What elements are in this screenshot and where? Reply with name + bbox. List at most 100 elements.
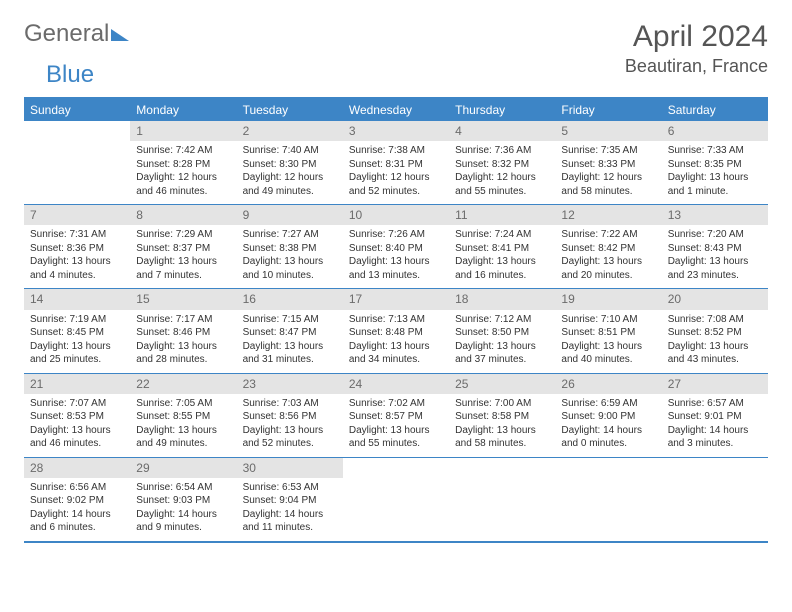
day-number: 28 [24, 458, 130, 478]
sunrise-text: Sunrise: 7:36 AM [455, 144, 549, 158]
day-number: 24 [343, 374, 449, 394]
daylight-text: Daylight: 12 hours and 58 minutes. [561, 171, 655, 198]
day-number: 25 [449, 374, 555, 394]
day-cell: 9Sunrise: 7:27 AMSunset: 8:38 PMDaylight… [237, 205, 343, 288]
day-cell: 10Sunrise: 7:26 AMSunset: 8:40 PMDayligh… [343, 205, 449, 288]
sunrise-text: Sunrise: 7:17 AM [136, 313, 230, 327]
day-number: 21 [24, 374, 130, 394]
day-number: 8 [130, 205, 236, 225]
day-details: Sunrise: 7:15 AMSunset: 8:47 PMDaylight:… [237, 310, 343, 373]
daylight-text: Daylight: 14 hours and 9 minutes. [136, 508, 230, 535]
sunset-text: Sunset: 8:30 PM [243, 158, 337, 172]
day-cell: 3Sunrise: 7:38 AMSunset: 8:31 PMDaylight… [343, 121, 449, 204]
week-row: 21Sunrise: 7:07 AMSunset: 8:53 PMDayligh… [24, 374, 768, 458]
sunset-text: Sunset: 8:46 PM [136, 326, 230, 340]
sunset-text: Sunset: 9:02 PM [30, 494, 124, 508]
day-details: Sunrise: 6:56 AMSunset: 9:02 PMDaylight:… [24, 478, 130, 541]
day-details: Sunrise: 7:13 AMSunset: 8:48 PMDaylight:… [343, 310, 449, 373]
day-details: Sunrise: 7:10 AMSunset: 8:51 PMDaylight:… [555, 310, 661, 373]
daylight-text: Daylight: 13 hours and 25 minutes. [30, 340, 124, 367]
page-title: April 2024 [625, 20, 768, 54]
day-number: 20 [662, 289, 768, 309]
day-cell [662, 458, 768, 541]
day-number: 15 [130, 289, 236, 309]
daylight-text: Daylight: 13 hours and 40 minutes. [561, 340, 655, 367]
sunrise-text: Sunrise: 7:33 AM [668, 144, 762, 158]
daylight-text: Daylight: 13 hours and 37 minutes. [455, 340, 549, 367]
day-number: 16 [237, 289, 343, 309]
day-details: Sunrise: 7:03 AMSunset: 8:56 PMDaylight:… [237, 394, 343, 457]
sunset-text: Sunset: 8:50 PM [455, 326, 549, 340]
day-details: Sunrise: 7:42 AMSunset: 8:28 PMDaylight:… [130, 141, 236, 204]
day-details: Sunrise: 7:38 AMSunset: 8:31 PMDaylight:… [343, 141, 449, 204]
day-details: Sunrise: 7:19 AMSunset: 8:45 PMDaylight:… [24, 310, 130, 373]
sunrise-text: Sunrise: 7:24 AM [455, 228, 549, 242]
day-number: 22 [130, 374, 236, 394]
daylight-text: Daylight: 13 hours and 20 minutes. [561, 255, 655, 282]
sunset-text: Sunset: 8:57 PM [349, 410, 443, 424]
day-details: Sunrise: 7:24 AMSunset: 8:41 PMDaylight:… [449, 225, 555, 288]
header-thursday: Thursday [449, 99, 555, 121]
day-number: 1 [130, 121, 236, 141]
day-number: 11 [449, 205, 555, 225]
daylight-text: Daylight: 13 hours and 13 minutes. [349, 255, 443, 282]
sunset-text: Sunset: 8:36 PM [30, 242, 124, 256]
sunrise-text: Sunrise: 7:02 AM [349, 397, 443, 411]
sunrise-text: Sunrise: 6:57 AM [668, 397, 762, 411]
day-cell: 20Sunrise: 7:08 AMSunset: 8:52 PMDayligh… [662, 289, 768, 372]
day-cell: 12Sunrise: 7:22 AMSunset: 8:42 PMDayligh… [555, 205, 661, 288]
day-number: 7 [24, 205, 130, 225]
day-number: 13 [662, 205, 768, 225]
day-number: 29 [130, 458, 236, 478]
day-cell: 11Sunrise: 7:24 AMSunset: 8:41 PMDayligh… [449, 205, 555, 288]
sunset-text: Sunset: 8:56 PM [243, 410, 337, 424]
week-row: 7Sunrise: 7:31 AMSunset: 8:36 PMDaylight… [24, 205, 768, 289]
logo: General [24, 20, 129, 48]
day-cell: 18Sunrise: 7:12 AMSunset: 8:50 PMDayligh… [449, 289, 555, 372]
day-number: 30 [237, 458, 343, 478]
sunrise-text: Sunrise: 7:19 AM [30, 313, 124, 327]
day-cell: 27Sunrise: 6:57 AMSunset: 9:01 PMDayligh… [662, 374, 768, 457]
daylight-text: Daylight: 12 hours and 55 minutes. [455, 171, 549, 198]
sunrise-text: Sunrise: 7:38 AM [349, 144, 443, 158]
sunset-text: Sunset: 8:45 PM [30, 326, 124, 340]
daylight-text: Daylight: 13 hours and 43 minutes. [668, 340, 762, 367]
day-details: Sunrise: 6:53 AMSunset: 9:04 PMDaylight:… [237, 478, 343, 541]
day-details: Sunrise: 7:05 AMSunset: 8:55 PMDaylight:… [130, 394, 236, 457]
day-details: Sunrise: 7:33 AMSunset: 8:35 PMDaylight:… [662, 141, 768, 204]
weeks-container: 1Sunrise: 7:42 AMSunset: 8:28 PMDaylight… [24, 121, 768, 541]
sunset-text: Sunset: 8:52 PM [668, 326, 762, 340]
sunrise-text: Sunrise: 6:53 AM [243, 481, 337, 495]
day-number: 6 [662, 121, 768, 141]
day-cell: 24Sunrise: 7:02 AMSunset: 8:57 PMDayligh… [343, 374, 449, 457]
header-saturday: Saturday [662, 99, 768, 121]
day-details: Sunrise: 7:07 AMSunset: 8:53 PMDaylight:… [24, 394, 130, 457]
sunset-text: Sunset: 8:32 PM [455, 158, 549, 172]
daylight-text: Daylight: 13 hours and 52 minutes. [243, 424, 337, 451]
daylight-text: Daylight: 13 hours and 10 minutes. [243, 255, 337, 282]
day-details: Sunrise: 7:20 AMSunset: 8:43 PMDaylight:… [662, 225, 768, 288]
logo-word-1: General [24, 20, 109, 48]
daylight-text: Daylight: 13 hours and 58 minutes. [455, 424, 549, 451]
logo-word-2: Blue [46, 61, 94, 89]
sunrise-text: Sunrise: 7:03 AM [243, 397, 337, 411]
daylight-text: Daylight: 12 hours and 49 minutes. [243, 171, 337, 198]
day-details: Sunrise: 7:36 AMSunset: 8:32 PMDaylight:… [449, 141, 555, 204]
day-cell: 15Sunrise: 7:17 AMSunset: 8:46 PMDayligh… [130, 289, 236, 372]
sunrise-text: Sunrise: 7:42 AM [136, 144, 230, 158]
sunset-text: Sunset: 8:37 PM [136, 242, 230, 256]
sunset-text: Sunset: 9:04 PM [243, 494, 337, 508]
sunset-text: Sunset: 9:01 PM [668, 410, 762, 424]
day-cell [343, 458, 449, 541]
header-wednesday: Wednesday [343, 99, 449, 121]
sunrise-text: Sunrise: 7:00 AM [455, 397, 549, 411]
week-row: 28Sunrise: 6:56 AMSunset: 9:02 PMDayligh… [24, 458, 768, 541]
daylight-text: Daylight: 13 hours and 31 minutes. [243, 340, 337, 367]
sunrise-text: Sunrise: 6:56 AM [30, 481, 124, 495]
day-number: 5 [555, 121, 661, 141]
day-details: Sunrise: 7:29 AMSunset: 8:37 PMDaylight:… [130, 225, 236, 288]
sunrise-text: Sunrise: 7:27 AM [243, 228, 337, 242]
day-details: Sunrise: 7:00 AMSunset: 8:58 PMDaylight:… [449, 394, 555, 457]
day-number: 17 [343, 289, 449, 309]
sunrise-text: Sunrise: 7:07 AM [30, 397, 124, 411]
